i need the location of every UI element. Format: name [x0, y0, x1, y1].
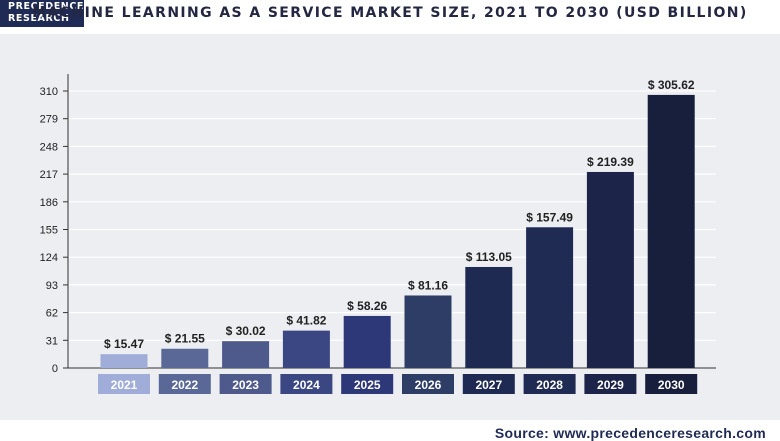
value-label: $ 81.16 — [408, 278, 448, 292]
y-tick-label: 155 — [40, 225, 58, 237]
value-label: $ 219.39 — [587, 155, 634, 169]
category-label: 2029 — [597, 378, 624, 392]
category-label-box — [402, 374, 454, 394]
value-label: $ 15.47 — [104, 337, 144, 351]
y-tick-label: 217 — [40, 169, 58, 181]
category-label: 2024 — [293, 378, 320, 392]
y-tick-label: 248 — [40, 141, 58, 153]
bar — [100, 354, 148, 368]
value-label: $ 157.49 — [526, 210, 573, 224]
category-label-box — [523, 374, 576, 394]
bar — [526, 227, 574, 368]
chart-title: MACHINE LEARNING AS A SERVICE MARKET SIZ… — [32, 5, 748, 21]
bar — [465, 266, 513, 368]
category-label: 2030 — [658, 378, 685, 392]
value-label: $ 41.82 — [286, 314, 326, 328]
y-tick-label: 310 — [40, 86, 58, 98]
category-label: 2028 — [536, 378, 563, 392]
bar-chart: 0 31 62 93 124 155 186 217 248 279 310 $ 15.47 2021 $… — [40, 74, 716, 394]
category-label: 2026 — [415, 378, 442, 392]
category-label-box — [219, 374, 272, 394]
category-label: 2022 — [171, 378, 198, 392]
bar — [222, 341, 270, 368]
y-tick-label: 279 — [40, 114, 58, 126]
y-tick-label: 31 — [46, 335, 58, 347]
header: PRECEDENCE RESEARCH MACHINE LEARNING AS … — [0, 0, 780, 35]
bar — [586, 171, 634, 368]
bar — [404, 295, 452, 368]
chart-panel: 0 31 62 93 124 155 186 217 248 279 310 $ 15.47 2021 $… — [0, 34, 780, 420]
brand-logo-line1: PRECEDENCE — [8, 1, 85, 12]
value-label: $ 305.62 — [648, 78, 695, 92]
brand-logo-line2: RESEARCH — [8, 13, 70, 24]
category-label-box — [98, 374, 150, 394]
category-label-box — [462, 374, 515, 394]
bar — [343, 315, 391, 368]
category-label: 2025 — [354, 378, 381, 392]
category-label-box — [280, 374, 333, 394]
y-tick-label: 93 — [46, 280, 58, 292]
bar — [161, 348, 209, 368]
category-label-box — [158, 374, 211, 394]
value-label: $ 30.02 — [226, 324, 266, 338]
value-label: $ 58.26 — [347, 299, 387, 313]
category-label-box — [645, 374, 698, 394]
source-credit: Source: www.precedenceresearch.com — [494, 425, 766, 441]
bar — [647, 94, 695, 368]
category-label: 2027 — [475, 378, 502, 392]
category-label: 2023 — [232, 378, 259, 392]
y-tick-label: 124 — [40, 252, 58, 264]
brand-logo: PRECEDENCE RESEARCH — [0, 0, 84, 27]
y-tick-label: 0 — [52, 363, 58, 375]
y-tick-label: 186 — [40, 197, 58, 209]
value-label: $ 21.55 — [165, 332, 205, 346]
y-tick-label: 62 — [46, 308, 58, 320]
value-label: $ 113.05 — [466, 250, 512, 264]
category-label: 2021 — [111, 378, 138, 392]
category-label-box — [584, 374, 637, 394]
category-label-box — [341, 374, 394, 394]
bar — [282, 330, 330, 368]
